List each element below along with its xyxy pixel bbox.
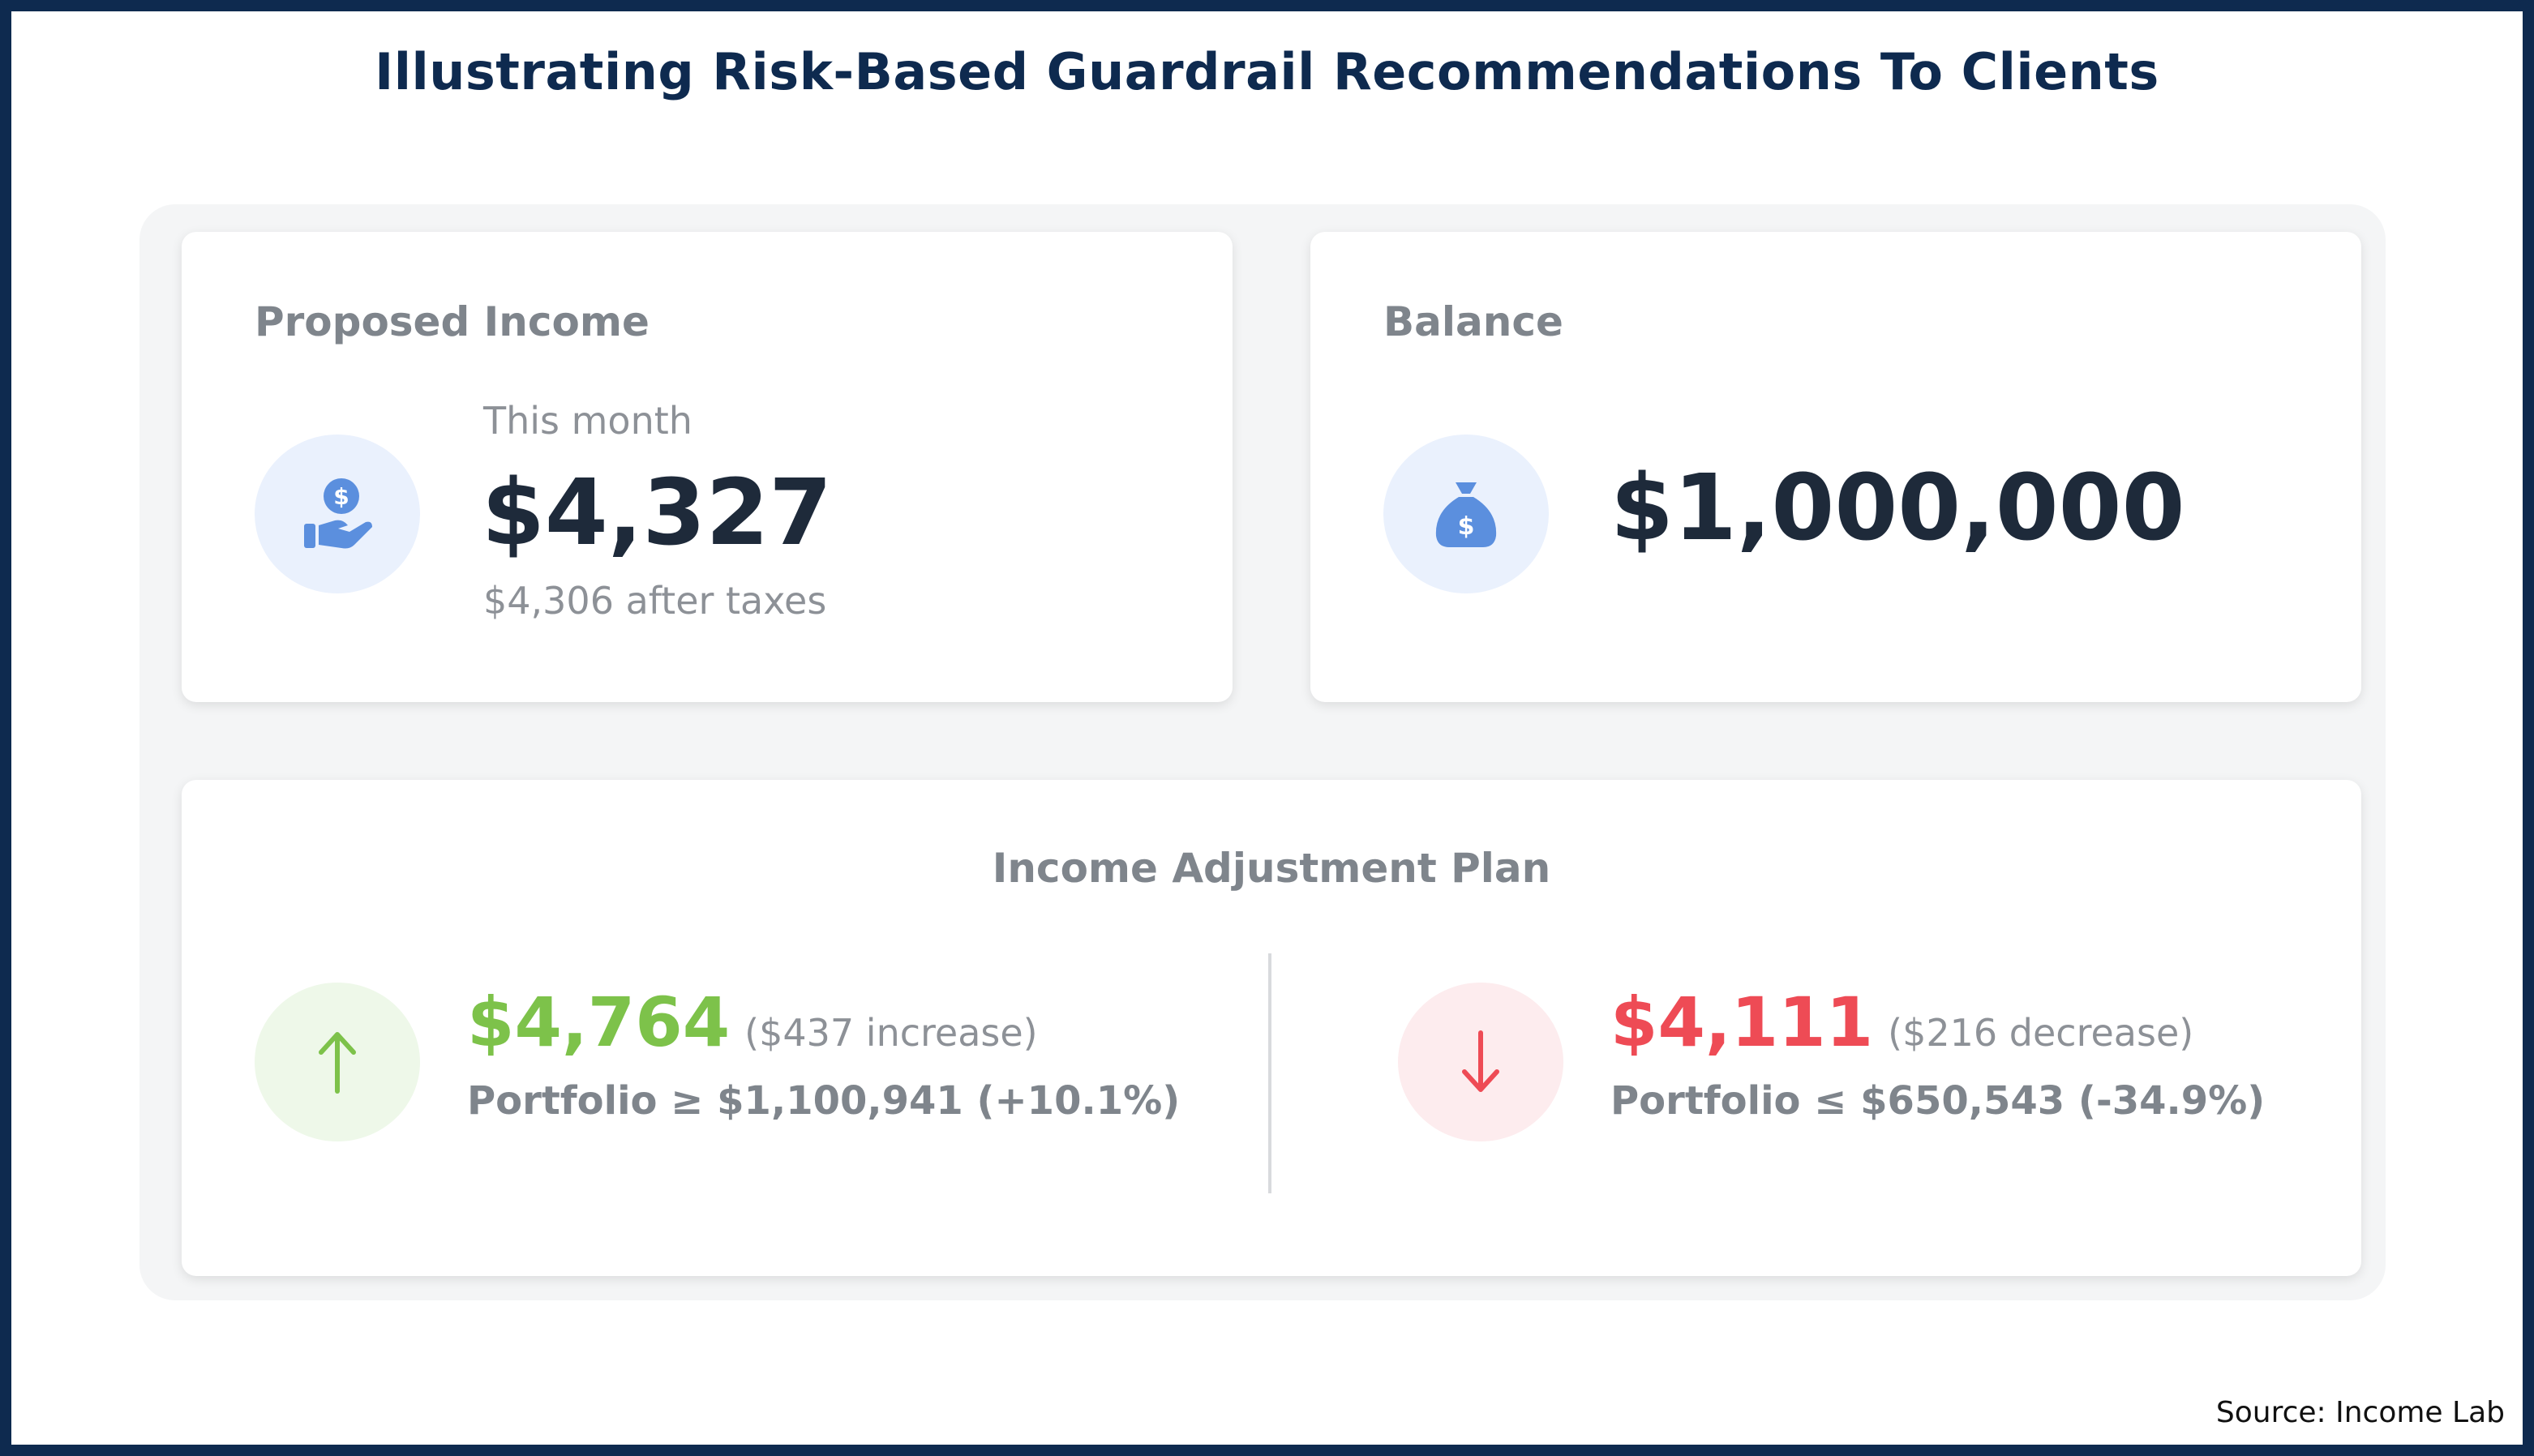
svg-text:$: $ [1458, 512, 1475, 541]
proposed-income-value: $4,327 [482, 460, 833, 566]
arrow-up-icon [255, 983, 420, 1141]
income-adjustment-plan-card: Income Adjustment Plan $4,764 ($437 incre… [182, 780, 2361, 1276]
page-title: Illustrating Risk-Based Guardrail Recomm… [375, 42, 2159, 101]
increase-change: ($437 increase) [744, 1011, 1038, 1055]
proposed-income-label: Proposed Income [255, 298, 650, 345]
source-note: Source: Income Lab [2215, 1396, 2505, 1429]
increase-condition: Portfolio ≥ $1,100,941 (+10.1%) [467, 1078, 1181, 1124]
proposed-income-card: Proposed Income $ This month $4,327 $4,3… [182, 232, 1233, 702]
plan-divider [1268, 953, 1271, 1193]
balance-value: $1,000,000 [1610, 456, 2185, 561]
balance-label: Balance [1383, 298, 1563, 345]
after-tax-text: $4,306 after taxes [483, 579, 827, 623]
plan-title: Income Adjustment Plan [992, 845, 1551, 892]
decrease-change: ($216 decrease) [1888, 1011, 2194, 1055]
decrease-condition: Portfolio ≤ $650,543 (-34.9%) [1610, 1078, 2266, 1124]
decrease-amount: $4,111 [1610, 983, 1874, 1062]
period-label: This month [483, 399, 692, 443]
increase-summary: $4,764 ($437 increase) [467, 983, 1038, 1062]
decrease-summary: $4,111 ($216 decrease) [1610, 983, 2193, 1062]
svg-text:$: $ [333, 483, 349, 510]
money-bag-icon: $ [1383, 435, 1549, 593]
increase-amount: $4,764 [467, 983, 731, 1062]
balance-card: Balance $ $1,000,000 [1310, 232, 2361, 702]
arrow-down-icon [1398, 983, 1563, 1141]
hand-dollar-icon: $ [255, 435, 420, 593]
